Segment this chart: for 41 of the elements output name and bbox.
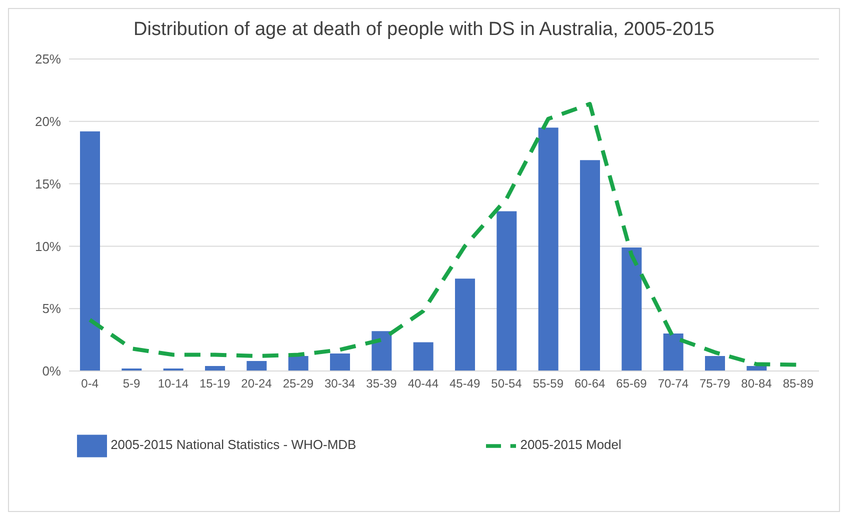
bar <box>455 278 475 371</box>
x-tick-label: 40-44 <box>408 376 439 391</box>
x-tick-label: 80-84 <box>741 376 772 391</box>
bar <box>372 331 392 371</box>
bar <box>580 160 600 371</box>
bar <box>246 361 267 371</box>
y-tick-label: 10% <box>34 238 62 254</box>
y-tick-label: 5% <box>42 301 62 316</box>
legend-label: 2005-2015 Model <box>520 437 622 452</box>
y-tick-label: 25% <box>34 52 62 67</box>
bar <box>538 128 558 371</box>
bar <box>622 247 642 371</box>
bar <box>330 354 350 371</box>
x-tick-label: 30-34 <box>324 376 356 391</box>
x-tick-label: 5-9 <box>122 376 140 391</box>
bar <box>80 131 100 371</box>
x-tick-label: 20-24 <box>241 376 272 391</box>
x-tick-label: 15-19 <box>199 376 230 391</box>
y-tick-label: 20% <box>34 114 62 130</box>
bar <box>413 342 434 371</box>
x-tick-label: 50-54 <box>491 376 522 391</box>
legend-label: 2005-2015 National Statistics - WHO-MDB <box>110 437 356 452</box>
chart-title: Distribution of age at death of people with DS in Australia, 2005-2015 <box>132 18 716 42</box>
bar <box>663 334 684 371</box>
bar <box>288 356 308 371</box>
bar <box>496 211 517 371</box>
bar <box>705 356 725 371</box>
y-tick-label: 15% <box>34 176 62 192</box>
x-tick-label: 25-29 <box>282 376 314 391</box>
x-tick-label: 60-64 <box>574 376 606 391</box>
x-tick-label: 0-4 <box>81 376 99 391</box>
x-tick-label: 65-69 <box>616 376 648 391</box>
x-tick-label: 45-49 <box>449 376 480 391</box>
x-tick-label: 35-39 <box>366 376 398 391</box>
y-tick-label: 0% <box>42 364 62 379</box>
x-tick-label: 55-59 <box>532 376 564 391</box>
x-tick-label: 10-14 <box>158 376 189 391</box>
x-tick-label: 75-79 <box>699 376 730 391</box>
x-tick-label: 85-89 <box>782 376 814 391</box>
x-tick-label: 70-74 <box>658 376 689 391</box>
bar <box>205 366 225 371</box>
